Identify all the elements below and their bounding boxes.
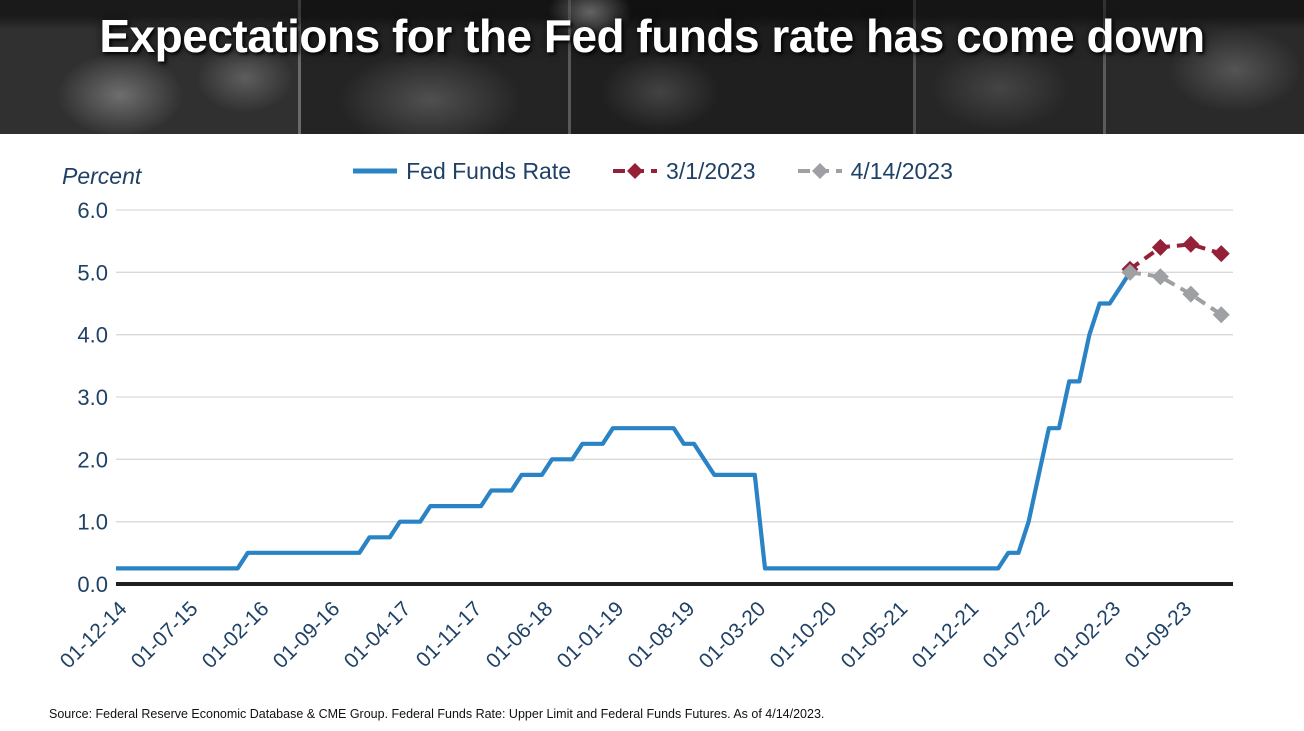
chart-legend: Fed Funds Rate 3/1/2023 4/14/2023 bbox=[0, 154, 1304, 188]
x-tick-label: 01-05-21 bbox=[837, 597, 913, 673]
y-tick-label: 0.0 bbox=[77, 572, 108, 597]
forecast-4-14-2023-diamond-marker bbox=[1212, 306, 1230, 324]
y-tick-label: 6.0 bbox=[77, 198, 108, 223]
legend-item-4-14-2023: 4/14/2023 bbox=[796, 158, 953, 185]
forecast-3-1-2023-diamond-marker bbox=[1151, 238, 1169, 256]
x-tick-label: 01-09-16 bbox=[269, 597, 345, 673]
source-note: Source: Federal Reserve Economic Databas… bbox=[49, 707, 825, 721]
legend-item-fed-funds-rate: Fed Funds Rate bbox=[351, 158, 571, 185]
legend-label: 4/14/2023 bbox=[850, 157, 953, 184]
x-tick-label: 01-08-19 bbox=[624, 597, 700, 673]
y-tick-label: 5.0 bbox=[77, 260, 108, 285]
x-tick-label: 01-10-20 bbox=[766, 597, 842, 673]
x-tick-label: 01-11-17 bbox=[412, 597, 487, 672]
forecast-3-1-2023-diamond-marker bbox=[1182, 235, 1200, 253]
y-axis-title: Percent bbox=[62, 163, 142, 189]
x-tick-label: 01-09-23 bbox=[1121, 597, 1197, 673]
legend-swatch-solid-line bbox=[353, 168, 398, 174]
y-tick-label: 4.0 bbox=[77, 323, 108, 348]
x-tick-label: 01-07-15 bbox=[127, 597, 203, 673]
x-tick-label: 01-06-18 bbox=[482, 597, 558, 673]
header-photo-collage bbox=[0, 0, 1304, 134]
forecast-3-1-2023-line bbox=[1128, 242, 1222, 271]
x-tick-label: 01-12-14 bbox=[56, 597, 132, 673]
forecast-4-14-2023-line bbox=[1129, 270, 1223, 317]
y-tick-label: 3.0 bbox=[77, 385, 108, 410]
forecast-4-14-2023-diamond-marker bbox=[1121, 263, 1139, 281]
page-title-text: Expectations for the Fed funds rate has … bbox=[99, 10, 1205, 62]
x-tick-label: 01-01-19 bbox=[553, 597, 629, 673]
legend-label: 3/1/2023 bbox=[666, 157, 756, 184]
y-tick-label: 2.0 bbox=[77, 447, 108, 472]
x-tick-label: 01-02-23 bbox=[1050, 597, 1126, 673]
x-tick-label: 01-12-21 bbox=[908, 597, 984, 673]
fed-funds-rate-line bbox=[116, 271, 1132, 571]
legend-item-3-1-2023: 3/1/2023 bbox=[611, 158, 756, 185]
legend-swatch-dashed-diamond bbox=[613, 163, 658, 179]
legend-swatch-dashed-diamond bbox=[797, 163, 842, 179]
x-tick-label: 01-03-20 bbox=[695, 597, 771, 673]
forecast-3-1-2023-diamond-marker bbox=[1212, 245, 1230, 263]
forecast-4-14-2023-diamond-marker bbox=[1182, 285, 1200, 303]
x-tick-label: 01-02-16 bbox=[198, 597, 274, 673]
page-title: Expectations for the Fed funds rate has … bbox=[0, 0, 1304, 65]
legend-label: Fed Funds Rate bbox=[406, 157, 572, 184]
y-tick-label: 1.0 bbox=[77, 510, 108, 535]
forecast-4-14-2023-diamond-marker bbox=[1151, 268, 1169, 286]
x-tick-label: 01-04-17 bbox=[340, 597, 416, 673]
x-tick-label: 01-07-22 bbox=[979, 597, 1055, 673]
